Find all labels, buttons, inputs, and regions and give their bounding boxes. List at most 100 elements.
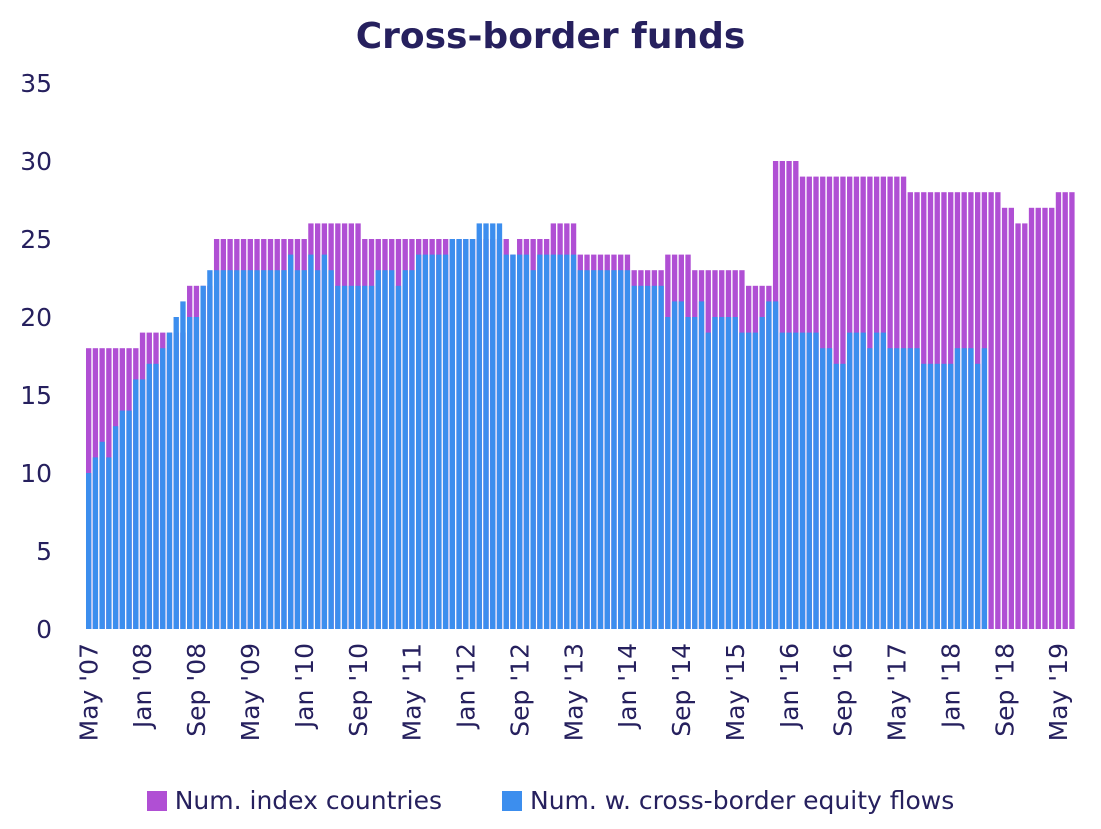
bar-cross-border — [180, 301, 186, 629]
bar-cross-border — [665, 317, 671, 629]
bar-cross-border — [382, 270, 388, 629]
bar-cross-border — [92, 457, 99, 629]
bar-cross-border — [99, 441, 105, 629]
bar-index-countries — [988, 192, 994, 629]
bar-cross-border — [139, 379, 146, 629]
bar-cross-border — [557, 254, 563, 629]
bar-cross-border — [328, 270, 334, 629]
bars-cross-border — [86, 223, 988, 629]
bar-cross-border — [200, 285, 206, 629]
bar-cross-border — [712, 317, 718, 629]
bar-cross-border — [786, 332, 792, 629]
bar-cross-border — [442, 254, 449, 629]
bar-cross-border — [927, 363, 934, 629]
bar-cross-border — [469, 239, 476, 629]
bar-cross-border — [308, 254, 314, 629]
bar-cross-border — [746, 332, 752, 629]
y-tick-label: 30 — [20, 147, 52, 176]
bar-cross-border — [86, 473, 92, 629]
bar-cross-border — [483, 223, 489, 629]
bar-cross-border — [160, 348, 166, 629]
bar-cross-border — [247, 270, 253, 629]
bar-cross-border — [496, 223, 503, 629]
bar-index-countries — [1015, 223, 1021, 629]
bar-cross-border — [402, 270, 408, 629]
legend-item-cross-border: Num. w. cross-border equity flows — [502, 786, 954, 815]
bar-cross-border — [806, 332, 812, 629]
bar-cross-border — [658, 285, 664, 629]
x-tick-label: Jan '08 — [128, 643, 157, 730]
bar-cross-border — [968, 348, 974, 629]
bar-cross-border — [887, 348, 893, 629]
bar-cross-border — [597, 270, 604, 629]
bar-cross-border — [395, 285, 402, 629]
bar-cross-border — [429, 254, 435, 629]
bar-cross-border — [948, 363, 954, 629]
bar-cross-border — [375, 270, 381, 629]
bar-index-countries — [1062, 192, 1068, 629]
legend-label-index-countries: Num. index countries — [174, 786, 443, 815]
bar-cross-border — [900, 348, 907, 629]
bar-cross-border — [577, 270, 583, 629]
bar-cross-border — [631, 285, 637, 629]
x-tick-label: Jan '14 — [613, 643, 642, 730]
bar-index-countries — [1028, 207, 1035, 630]
bar-cross-border — [321, 254, 328, 629]
bar-cross-border — [961, 348, 967, 629]
bar-index-countries — [1055, 192, 1062, 629]
bar-cross-border — [921, 363, 927, 629]
bar-index-countries — [1069, 192, 1075, 629]
x-axis-ticks: May '07 Jan '08 Sep '08 May '09 Jan '10 Sep '… — [74, 643, 1101, 741]
bar-cross-border — [301, 270, 307, 629]
bar-cross-border — [362, 285, 368, 629]
bar-cross-border — [389, 270, 395, 629]
bar-cross-border — [644, 285, 651, 629]
y-tick-label: 35 — [20, 69, 52, 98]
x-tick-label: Sep '14 — [667, 643, 696, 737]
bar-cross-border — [941, 363, 947, 629]
bar-cross-border — [207, 270, 213, 629]
bar-cross-border — [119, 410, 126, 629]
legend-label-cross-border: Num. w. cross-border equity flows — [530, 786, 955, 815]
legend-swatch-cross-border — [502, 790, 523, 811]
bar-cross-border — [227, 270, 233, 629]
bar-index-countries — [1049, 207, 1055, 630]
legend-swatch-index-countries — [146, 790, 167, 811]
bar-cross-border — [173, 317, 179, 629]
x-tick-label: May '07 — [74, 643, 103, 741]
bar-cross-border — [112, 426, 119, 629]
bar-cross-border — [813, 332, 819, 629]
legend-item-index-countries: Num. index countries — [146, 786, 443, 815]
bar-cross-border — [106, 457, 112, 629]
bar-cross-border — [193, 317, 200, 629]
x-tick-label: Jan '12 — [452, 643, 481, 730]
bar-cross-border — [638, 285, 644, 629]
bar-cross-border — [517, 254, 523, 629]
bar-cross-border — [651, 285, 658, 629]
bar-cross-border — [671, 301, 678, 629]
legend: Num. index countries Num. w. cross-borde… — [0, 786, 1101, 815]
bar-cross-border — [543, 254, 550, 629]
bar-cross-border — [907, 348, 913, 629]
y-axis-ticks: 0 5 10 15 20 25 30 35 — [20, 69, 52, 644]
bar-cross-border — [894, 348, 900, 629]
bar-index-countries — [1001, 207, 1008, 630]
bar-cross-border — [240, 270, 247, 629]
bar-cross-border — [294, 270, 301, 629]
chart-title: Cross-border funds — [355, 16, 746, 57]
bar-cross-border — [261, 270, 267, 629]
bar-cross-border — [348, 285, 354, 629]
x-tick-label: May '17 — [883, 643, 912, 741]
bar-cross-border — [793, 332, 799, 629]
bar-cross-border — [564, 254, 570, 629]
bar-cross-border — [752, 332, 759, 629]
x-tick-label: Jan '10 — [290, 643, 319, 730]
bar-cross-border — [187, 317, 193, 629]
bar-cross-border — [739, 332, 745, 629]
x-tick-label: Sep '18 — [990, 643, 1019, 737]
bar-cross-border — [591, 270, 597, 629]
bar-cross-border — [954, 348, 961, 629]
bar-cross-border — [436, 254, 442, 629]
x-tick-label: May '11 — [398, 643, 427, 741]
